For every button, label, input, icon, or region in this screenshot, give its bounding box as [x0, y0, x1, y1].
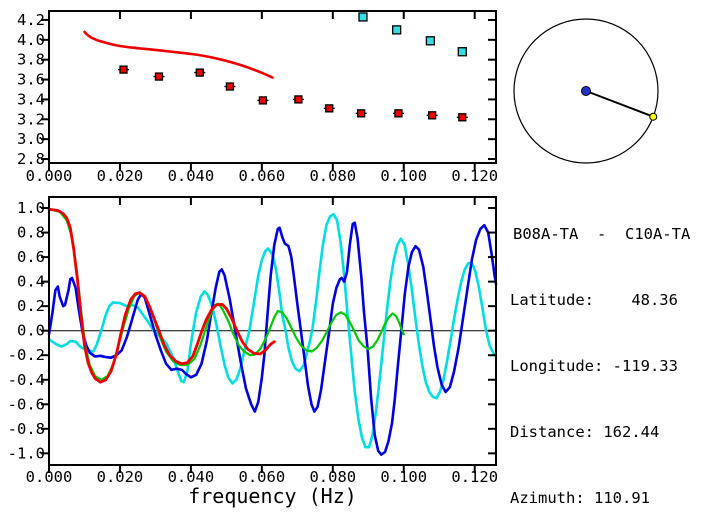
x-tick-label: 0.060	[239, 167, 286, 185]
azimuth-line	[585, 90, 654, 118]
receiver-station-dot	[649, 112, 658, 121]
y-tick-label: 4.0	[17, 31, 45, 49]
x-tick-label: 0.060	[239, 468, 286, 486]
plot-frame	[48, 10, 497, 164]
data-square	[119, 65, 128, 74]
data-square	[427, 111, 437, 120]
data-square	[325, 104, 334, 113]
x-tick-label: 0.020	[97, 167, 144, 185]
x-tick-label: 0.120	[451, 167, 498, 185]
data-square	[357, 109, 366, 118]
distance-line: Distance: 162.44	[510, 423, 660, 441]
y-tick-label: -0.8	[8, 420, 45, 438]
x-tick-label: 0.100	[380, 167, 427, 185]
y-tick-label: 1.0	[17, 199, 45, 217]
y-tick-label: 0.0	[17, 322, 45, 340]
compass-circle	[513, 18, 659, 164]
latitude-line: Latitude: 48.36	[510, 291, 678, 309]
y-tick-label: 3.6	[17, 71, 45, 89]
source-station-dot	[581, 86, 591, 96]
y-tick-label: 0.2	[17, 297, 45, 315]
y-tick-label: 4.2	[17, 11, 45, 29]
x-tick-label: 0.000	[26, 167, 73, 185]
dispersion-chart: 0.000 0.020 0.040 0.060 0.080 0.100 0.120 2.8 3.…	[17, 10, 498, 185]
data-square	[458, 113, 467, 122]
azimuth-compass	[513, 18, 659, 164]
data-square	[457, 47, 467, 57]
x-tick-label: 0.020	[97, 468, 144, 486]
data-square	[358, 12, 368, 22]
station-pair-title: B08A-TA - C10A-TA	[513, 225, 691, 243]
y-tick-label: 2.8	[17, 150, 45, 168]
measured-velocity-squares	[118, 65, 468, 122]
data-square	[225, 82, 235, 91]
predicted-dispersion-curve	[83, 30, 274, 79]
plot-frame	[48, 196, 497, 466]
x-tick-label: 0.080	[309, 468, 356, 486]
station-info-block: B08A-TA - C10A-TA Latitude: 48.36 Longit…	[510, 179, 690, 519]
data-square	[195, 68, 204, 77]
y-tick-label: 0.6	[17, 248, 45, 266]
x-tick-label: 0.120	[451, 468, 498, 486]
y-tick-label: -0.4	[8, 371, 45, 389]
y-tick-label: 0.4	[17, 273, 45, 291]
y-tick-label: 3.4	[17, 90, 45, 108]
data-square	[392, 25, 402, 35]
y-tick-label: -0.2	[8, 346, 45, 364]
x-tick-label: 0.000	[26, 468, 73, 486]
data-square	[425, 36, 436, 46]
correlation-cyan	[47, 212, 498, 449]
y-tick-label: 3.0	[17, 130, 45, 148]
x-tick-label: 0.080	[309, 167, 356, 185]
x-tick-label: 0.040	[168, 167, 215, 185]
data-square	[258, 96, 268, 105]
y-tick-label: 3.2	[17, 110, 45, 128]
x-axis-title: frequency (Hz)	[188, 484, 357, 508]
y-tick-label: -0.6	[8, 395, 45, 413]
correlation-blue	[47, 221, 498, 456]
correlation-chart: 0.000 0.020 0.040 0.060 0.080 0.100 0.120 -1.0 -…	[8, 196, 498, 508]
azimuth-line: Azimuth: 110.91	[510, 489, 650, 507]
data-square	[294, 95, 303, 104]
y-tick-label: -1.0	[8, 444, 45, 462]
y-tick-label: 3.8	[17, 51, 45, 69]
secondary-velocity-squares	[358, 12, 467, 57]
x-tick-label: 0.100	[380, 468, 427, 486]
y-tick-label: 0.8	[17, 224, 45, 242]
data-square	[154, 72, 164, 81]
x-tick-label: 0.040	[168, 468, 215, 486]
data-square	[394, 109, 403, 118]
correlation-red	[47, 207, 276, 384]
longitude-line: Longitude: -119.33	[510, 357, 678, 375]
